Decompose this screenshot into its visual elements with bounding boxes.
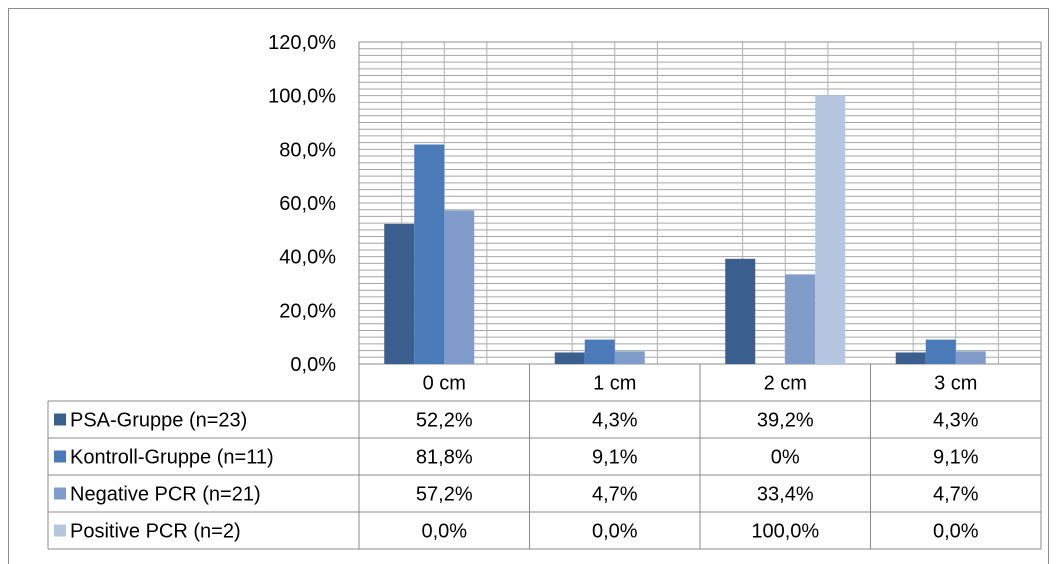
- bar-3-4: [955, 351, 986, 364]
- data-label-1-4: 4,3%: [933, 410, 979, 432]
- data-label-4-4: 0,0%: [933, 521, 979, 543]
- bar-2-2: [584, 339, 615, 364]
- x-category-label: 1 cm: [593, 373, 636, 395]
- x-category-label: 2 cm: [764, 373, 807, 395]
- legend-key-3: [54, 487, 66, 500]
- data-label-1-2: 4,3%: [592, 410, 638, 432]
- y-tick-label: 120,0%: [268, 32, 336, 54]
- legend-label-1: PSA-Gruppe (n=23): [70, 410, 247, 432]
- bar-3-3: [785, 274, 816, 364]
- data-label-2-1: 81,8%: [416, 447, 473, 469]
- x-category-label: 3 cm: [934, 373, 977, 395]
- legend-key-2: [54, 450, 66, 463]
- data-label-3-3: 33,4%: [757, 484, 814, 506]
- data-label-3-4: 4,7%: [933, 484, 979, 506]
- bar-1-1: [384, 223, 415, 364]
- y-tick-label: 80,0%: [279, 139, 336, 161]
- bar-1-2: [554, 352, 585, 364]
- bar-2-4: [925, 339, 956, 364]
- y-tick-label: 20,0%: [279, 300, 336, 322]
- data-label-2-4: 9,1%: [933, 447, 979, 469]
- data-label-1-1: 52,2%: [416, 410, 473, 432]
- chart-frame: [8, 8, 1049, 564]
- bar-2-1: [414, 144, 445, 364]
- data-label-2-3: 0%: [771, 447, 800, 469]
- legend-key-4: [54, 524, 66, 537]
- y-tick-label: 60,0%: [279, 193, 336, 215]
- bar-1-3: [725, 258, 756, 364]
- bar-1-4: [895, 352, 926, 364]
- x-category-label: 0 cm: [423, 373, 466, 395]
- bar-3-1: [444, 210, 475, 364]
- data-label-4-3: 100,0%: [751, 521, 819, 543]
- legend-label-2: Kontroll-Gruppe (n=11): [70, 447, 274, 469]
- data-label-2-2: 9,1%: [592, 447, 638, 469]
- data-label-4-1: 0,0%: [421, 521, 467, 543]
- data-label-3-1: 57,2%: [416, 484, 473, 506]
- y-tick-label: 100,0%: [268, 86, 336, 108]
- y-tick-label: 0,0%: [290, 354, 336, 376]
- legend-key-1: [54, 413, 66, 426]
- bar-4-3: [815, 95, 846, 365]
- legend-label-3: Negative PCR (n=21): [70, 484, 261, 506]
- y-tick-label: 40,0%: [279, 247, 336, 269]
- legend-label-4: Positive PCR (n=2): [70, 521, 241, 543]
- data-label-3-2: 4,7%: [592, 484, 638, 506]
- bar-3-2: [614, 351, 645, 364]
- data-label-4-2: 0,0%: [592, 521, 638, 543]
- data-label-1-3: 39,2%: [757, 410, 814, 432]
